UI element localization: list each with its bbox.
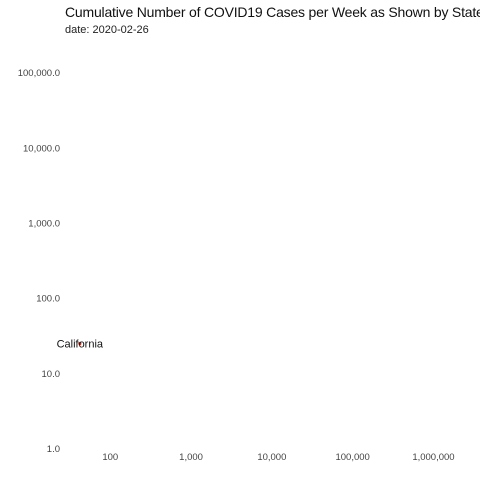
x-tick-label: 1,000,000 xyxy=(412,452,454,463)
data-point xyxy=(78,341,82,346)
x-axis: 100 1,000 10,000 100,000 1,000,000 xyxy=(102,452,454,463)
x-tick-label: 100 xyxy=(102,452,118,463)
y-tick-label: 1,000.0 xyxy=(28,219,60,230)
y-axis: 1.0 10.0 100.0 1,000.0 10,000.0 100,000.0 xyxy=(18,68,60,455)
x-tick-label: 100,000 xyxy=(335,452,369,463)
y-tick-label: 100.0 xyxy=(36,294,60,305)
data-marks: California xyxy=(57,338,104,350)
y-tick-label: 100,000.0 xyxy=(18,68,60,79)
chart-title: Cumulative Number of COVID19 Cases per W… xyxy=(65,4,480,20)
y-tick-label: 10.0 xyxy=(42,369,61,380)
y-tick-label: 10,000.0 xyxy=(23,143,60,154)
chart-subtitle: date: 2020-02-26 xyxy=(65,24,149,36)
x-tick-label: 10,000 xyxy=(257,452,286,463)
x-tick-label: 1,000 xyxy=(179,452,203,463)
data-point-label: California xyxy=(57,338,104,350)
y-tick-label: 1.0 xyxy=(47,444,60,455)
